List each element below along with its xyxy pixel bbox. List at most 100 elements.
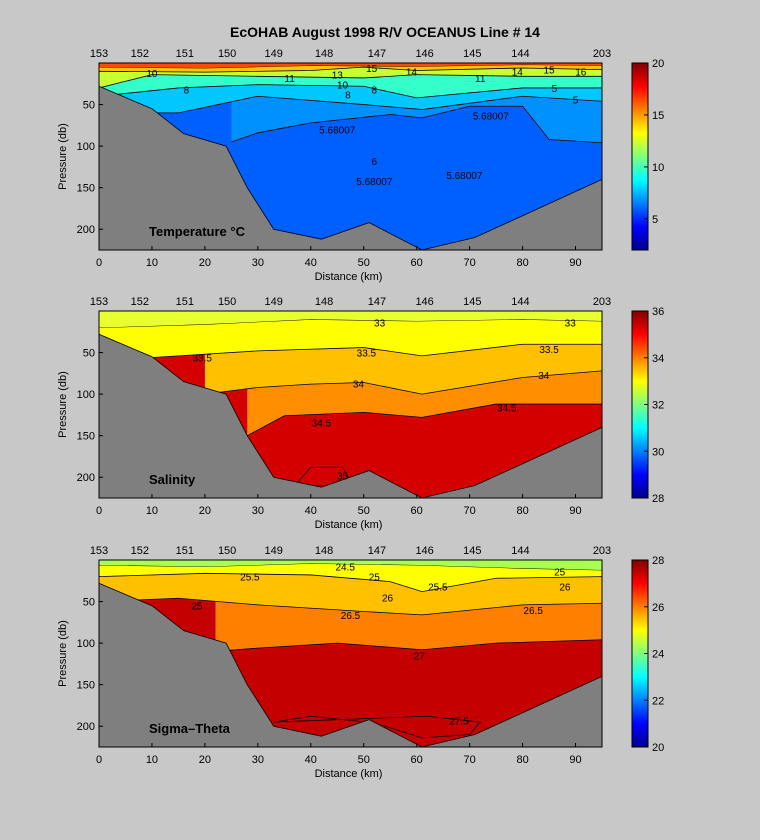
contour-band [99, 63, 602, 68]
colorbar-tick-label: 15 [652, 110, 664, 122]
station-label: 147 [368, 48, 386, 60]
x-tick-label: 20 [199, 754, 211, 766]
contour-label: 8 [184, 86, 190, 97]
x-tick-label: 20 [199, 257, 211, 269]
station-label: 203 [593, 48, 611, 60]
colorbar-tick-label: 22 [652, 695, 664, 707]
station-label: 153 [90, 545, 108, 557]
station-label: 203 [593, 545, 611, 557]
contour-label: 33.5 [357, 349, 377, 360]
contour-label: 5 [573, 96, 579, 107]
y-tick-label: 50 [83, 100, 95, 112]
contour-label: 15 [543, 66, 555, 77]
contour-label: 33 [374, 319, 386, 330]
colorbar-tick-label: 28 [652, 555, 664, 567]
panel-label: Sigma–Theta [149, 721, 231, 736]
panel-label: Salinity [149, 472, 196, 487]
station-label: 153 [90, 48, 108, 60]
colorbar-tick-label: 24 [652, 649, 664, 661]
station-label: 145 [463, 296, 481, 308]
contour-label: 33 [565, 319, 577, 330]
station-label: 149 [265, 296, 283, 308]
station-label: 144 [511, 545, 529, 557]
station-label: 148 [315, 545, 333, 557]
station-label: 150 [218, 296, 236, 308]
y-tick-label: 50 [83, 597, 95, 609]
contour-label: 34.5 [497, 403, 517, 414]
x-tick-label: 70 [464, 505, 476, 517]
station-label: 152 [131, 296, 149, 308]
contour-label: 16 [575, 67, 587, 78]
station-label: 147 [368, 296, 386, 308]
contour-label: 33.5 [193, 354, 213, 365]
x-tick-label: 60 [411, 257, 423, 269]
contour-label: 35 [337, 472, 349, 483]
y-tick-label: 200 [77, 472, 95, 484]
x-tick-label: 0 [96, 257, 102, 269]
contour-band [99, 560, 602, 592]
x-tick-label: 20 [199, 505, 211, 517]
contour-label: 5 [552, 84, 558, 95]
station-label: 151 [176, 545, 194, 557]
contour-label: 10 [337, 81, 349, 92]
colorbar-tick-label: 5 [652, 214, 658, 226]
seafloor [98, 582, 603, 748]
x-tick-label: 10 [146, 505, 158, 517]
x-tick-label: 10 [146, 754, 158, 766]
contour-line [204, 370, 603, 395]
contour-label: 25 [191, 602, 203, 613]
section-panel: 33 33 33.5 33.5 33.5 34 34 34.5 34.5 35 Salinity 0 1… [57, 296, 664, 531]
x-tick-label: 0 [96, 754, 102, 766]
station-label: 146 [415, 296, 433, 308]
station-label: 148 [315, 48, 333, 60]
x-tick-label: 50 [358, 754, 370, 766]
station-label: 146 [415, 48, 433, 60]
contour-line [99, 95, 603, 114]
station-label: 152 [131, 545, 149, 557]
contour-line [98, 572, 603, 592]
contour-line [215, 639, 603, 652]
x-tick-label: 50 [358, 505, 370, 517]
colorbar-tick-label: 20 [652, 58, 664, 70]
station-label: 146 [415, 545, 433, 557]
colorbar-tick-label: 28 [652, 493, 664, 505]
contour-line [98, 66, 603, 73]
contour-label: 14 [406, 67, 418, 78]
x-axis-label: Distance (km) [315, 271, 383, 283]
contour-label: 27.5 [449, 716, 469, 727]
contour-label: 34 [538, 371, 550, 382]
contour-line [247, 403, 602, 437]
x-tick-label: 90 [569, 754, 581, 766]
colorbar-tick-label: 26 [652, 602, 664, 614]
x-tick-label: 0 [96, 505, 102, 517]
contour-label: 25 [554, 568, 566, 579]
y-tick-label: 150 [77, 680, 95, 692]
contour-band [99, 311, 602, 328]
station-label: 152 [131, 48, 149, 60]
y-tick-label: 150 [77, 431, 95, 443]
plot-frame [98, 62, 603, 251]
contour-label: 5.68007 [446, 171, 483, 182]
x-axis-label: Distance (km) [315, 519, 383, 531]
contour-label: 5.68007 [356, 177, 393, 188]
seafloor [98, 85, 603, 251]
x-tick-label: 10 [146, 257, 158, 269]
panel-label: Temperature °C [149, 224, 246, 239]
x-tick-label: 60 [411, 754, 423, 766]
contour-label: 8 [372, 86, 378, 97]
x-tick-label: 90 [569, 505, 581, 517]
contour-line [98, 343, 602, 362]
contour-label: 13 [332, 71, 344, 82]
plot-frame [98, 310, 603, 499]
station-label: 145 [463, 48, 481, 60]
contour-label: 26.5 [523, 606, 543, 617]
contour-band [273, 715, 482, 739]
contour-label: 25 [369, 573, 381, 584]
contour-line [98, 84, 602, 99]
contour-label: 25.5 [240, 573, 260, 584]
contour-label: 5.68007 [319, 125, 356, 136]
contour-label: 27 [414, 652, 426, 663]
contour-label: 34.5 [312, 418, 332, 429]
colorbar-tick-label: 30 [652, 446, 664, 458]
